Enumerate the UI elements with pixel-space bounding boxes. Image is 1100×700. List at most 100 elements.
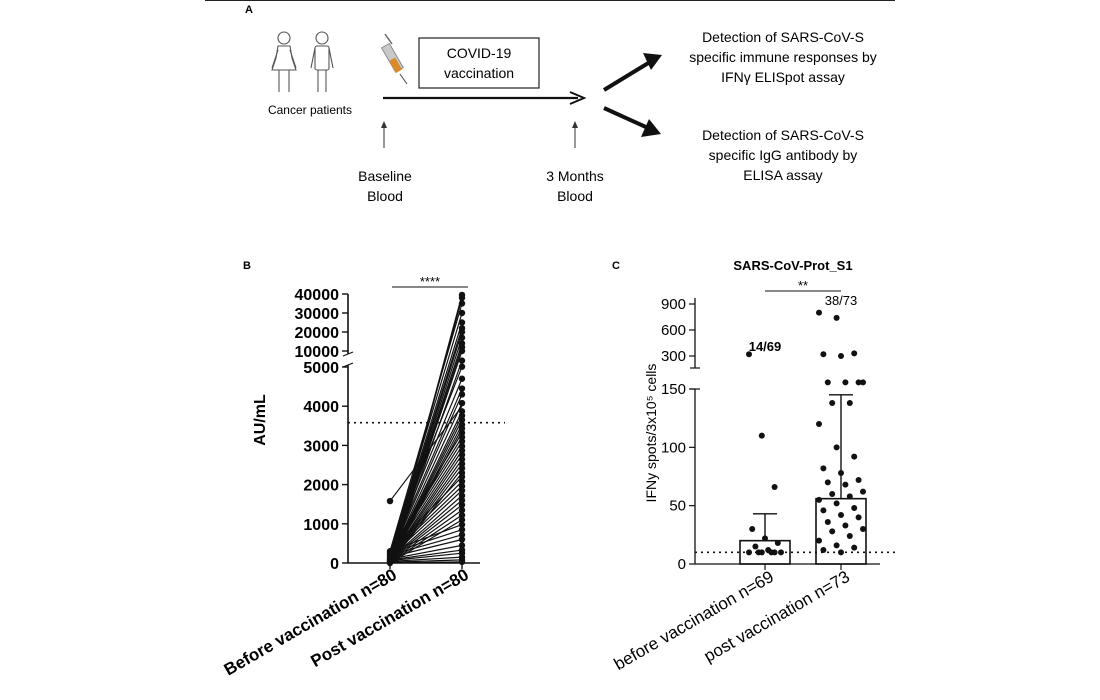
panel-b-post-point [458,511,466,519]
panel-c-post-point [855,477,862,483]
panel-c-y-tick-label: 0 [678,556,686,573]
panel-b-label: B [243,260,251,272]
months-arrowhead [572,121,578,128]
months-line2: Blood [557,188,593,204]
male-person-icon [310,31,334,92]
panel-a: A Cancer patients COVI [205,0,895,204]
panel-b-y-tick-label: 10000 [295,344,340,361]
panel-c-y-tick-label: 600 [661,322,686,339]
panel-c-post-point [833,500,840,507]
panel-b-before-point [386,548,394,555]
panel-b-pair-line [389,459,463,561]
panel-c-post-point [846,400,853,406]
panel-c-post-point [820,351,827,358]
panel-c-before-point [749,526,756,532]
panel-b-pair-line [389,331,463,560]
panel-b-pair-line [389,514,463,563]
panel-b-y-tick-label: 3000 [303,438,339,455]
elisa-branch-arrow [603,106,649,130]
panel-b-pair-line [389,411,463,561]
panel-c-before-point [752,543,759,550]
panel-b-post-point [458,536,466,543]
panel-c-title: SARS-CoV-Prot_S1 [733,258,852,273]
panel-b-post-point [458,546,466,554]
panel-b-post-point [458,309,466,317]
panel-b-pair-line [389,556,463,563]
panel-b-significance-stars: **** [420,274,440,289]
panel-b-y-tick-label: 20000 [295,325,340,342]
panel-c-post-point [816,537,822,544]
panel-c-post-point [824,519,831,525]
panel-b-post-point [458,319,466,326]
panel-c-before-point [762,535,768,542]
panel-c-points [746,309,866,556]
panel-c-before-point [778,549,784,556]
panel-a-label: A [245,4,253,16]
panel-b-pair-line [389,499,463,561]
panel-c-post-point [851,350,858,357]
vaccination-line2: vaccination [444,65,514,81]
panel-b-pair-line [389,424,463,563]
panel-b-post-point [458,456,466,463]
panel-b-post-point [458,325,466,332]
panel-b-pair-line [389,419,463,562]
panel-c-post-point [851,505,858,511]
panel-b-pair-line [389,312,463,554]
panel-c-post-point [829,528,836,535]
panel-c-post-point [816,421,822,427]
panel-c-y-tick-label: 150 [661,381,686,398]
panel-b-post-point [458,300,466,307]
female-person-icon [271,31,297,92]
panel-c-before-point [758,549,765,556]
panel-c-post-point [855,379,862,386]
panel-b-y-tick-label: 40000 [295,287,340,304]
timeline-arrowhead [569,91,587,105]
panel-b-before-point [386,497,394,505]
panel-c-before-point [758,432,765,439]
panel-c-y-tick-label: 900 [661,296,686,313]
panel-c-post-point [860,488,866,495]
panel-b-pair-line [389,504,463,562]
panel-b-post-point [458,408,466,415]
panel-c-post-point [842,522,849,529]
panel-b-post-point [458,442,466,450]
panel-c-post-point [846,493,853,500]
panel-b-pair-line [389,509,463,562]
panel-b-pair-line [389,428,463,564]
elispot-arrowhead [643,53,662,70]
panel-b-post-point [458,399,466,407]
syringe-icon [380,33,408,85]
panel-b-post-point [458,363,466,370]
elisa-line2: specific IgG antibody by [709,147,858,163]
panel-b-y-tick-label: 2000 [303,478,339,495]
baseline-arrowhead [381,121,387,128]
panel-c-y-tick-label: 300 [661,348,686,365]
baseline-line2: Blood [367,188,403,204]
panel-c-post-point [846,533,853,539]
panel-c-post-point [820,465,827,472]
panel-b-y-tick-label: 0 [330,556,339,573]
panel-c-before-point [771,549,778,556]
panel-b-pair-line [389,544,463,560]
panel-b-pair-line [389,519,463,564]
panel-b-post-point [458,357,466,364]
panel-b-pair-line [389,467,463,563]
panel-b-post-point [458,501,466,509]
panel-c-significance-stars: ** [798,278,808,293]
panel-c-post-point [829,491,836,497]
panel-b-pair-line [389,559,463,563]
elispot-line3: IFNγ ELISpot assay [721,69,845,85]
panel-b-post-point [458,340,466,347]
months-line1: 3 Months [546,168,604,184]
baseline-line1: Baseline [358,168,412,184]
elispot-line1: Detection of SARS-CoV-S [702,29,864,45]
panel-b-pair-line [389,402,463,560]
panel-b-post-point [458,542,466,549]
panel-b-post-point [458,531,466,538]
panel-b-post-point [458,516,466,524]
panel-b-paired-lines [389,294,463,564]
panel-b-y-tick-label: 1000 [303,517,339,534]
panel-c-post-point [838,470,844,476]
panel-c-post-point [829,400,836,406]
elispot-line2: specific immune responses by [689,49,877,65]
